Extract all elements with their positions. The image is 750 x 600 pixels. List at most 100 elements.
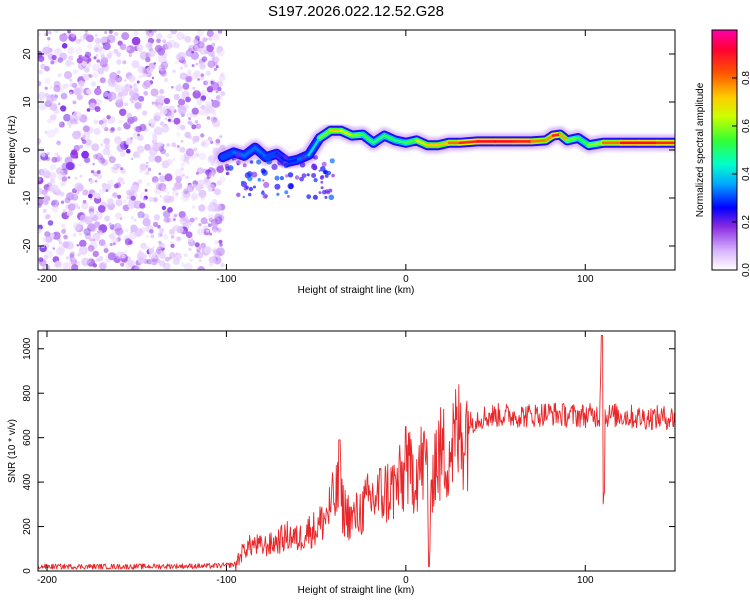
noise-blob — [81, 257, 90, 267]
spectrogram-noise-region — [38, 30, 226, 270]
noise-blob — [122, 257, 128, 264]
noise-blob — [175, 169, 183, 177]
noise-blob — [207, 60, 216, 68]
ridge-scatter — [248, 192, 252, 197]
noise-blob — [40, 63, 46, 70]
noise-blob — [40, 168, 50, 177]
noise-blob — [83, 134, 86, 138]
noise-blob — [208, 256, 216, 264]
noise-blob — [198, 109, 206, 116]
noise-blob — [126, 46, 131, 51]
noise-blob — [57, 140, 60, 144]
noise-blob — [109, 242, 113, 247]
noise-blob — [162, 39, 167, 44]
noise-blob — [141, 72, 147, 78]
ridge-segment-core — [243, 146, 257, 158]
noise-blob — [65, 256, 69, 260]
noise-blob — [173, 224, 180, 232]
noise-blob — [191, 187, 194, 190]
noise-blob — [118, 119, 123, 125]
ridge-scatter — [231, 157, 235, 161]
ridge-scatter — [258, 153, 264, 159]
noise-blob — [209, 232, 213, 236]
noise-blob — [192, 90, 201, 99]
noise-blob — [203, 230, 208, 236]
noise-blob — [215, 90, 219, 94]
noise-blob — [161, 186, 168, 193]
noise-blob — [96, 59, 100, 63]
noise-blob — [81, 191, 86, 196]
noise-blob — [158, 260, 166, 267]
y-tick-label: 0 — [22, 568, 33, 574]
ridge-scatter — [328, 188, 333, 193]
noise-blob — [220, 211, 225, 215]
noise-blob — [61, 229, 67, 234]
noise-blob — [104, 215, 111, 222]
noise-blob — [103, 248, 109, 253]
noise-blob — [114, 228, 117, 232]
noise-blob — [118, 91, 125, 98]
noise-blob — [159, 107, 168, 116]
ridge-scatter — [227, 158, 230, 161]
noise-blob — [209, 157, 216, 164]
noise-blob — [71, 264, 79, 270]
noise-blob — [157, 141, 163, 147]
noise-blob — [175, 252, 178, 255]
ridge-scatter — [253, 185, 256, 189]
noise-blob — [43, 200, 49, 206]
noise-blob — [182, 173, 185, 177]
noise-blob — [116, 59, 122, 65]
ridge-segment-core — [318, 129, 332, 140]
noise-blob — [108, 30, 114, 34]
noise-blob — [200, 89, 207, 96]
noise-blob — [197, 266, 205, 270]
noise-blob — [57, 57, 64, 63]
noise-blob — [81, 139, 87, 145]
ridge-segment-core — [436, 141, 451, 147]
noise-blob — [79, 214, 88, 223]
snr-line — [38, 334, 675, 571]
noise-blob — [195, 152, 200, 157]
noise-blob — [175, 54, 182, 61]
noise-blob — [76, 205, 81, 210]
x-tick-label: 100 — [577, 575, 594, 586]
noise-blob — [41, 152, 46, 157]
noise-blob — [70, 150, 79, 159]
noise-blob — [164, 117, 168, 120]
noise-blob — [195, 171, 199, 175]
noise-blob — [142, 218, 151, 227]
noise-blob — [86, 126, 94, 135]
noise-blob — [182, 215, 189, 222]
noise-blob — [200, 141, 206, 147]
noise-blob — [178, 211, 186, 219]
noise-blob — [200, 76, 204, 81]
ridge-scatter — [247, 175, 253, 182]
noise-blob — [138, 74, 143, 79]
noise-blob — [88, 206, 95, 212]
noise-blob — [78, 246, 88, 256]
noise-blob — [76, 94, 83, 101]
noise-blob — [139, 51, 149, 60]
noise-blob — [63, 113, 71, 122]
noise-blob — [152, 221, 159, 228]
ridge-scatter — [277, 160, 283, 166]
noise-blob — [154, 155, 162, 163]
noise-blob — [91, 143, 100, 152]
noise-blob — [220, 72, 225, 78]
ridge-scatter — [248, 186, 254, 192]
noise-blob — [215, 95, 221, 100]
noise-blob — [146, 182, 151, 187]
noise-blob — [84, 30, 88, 33]
noise-blob — [44, 65, 50, 72]
noise-blob — [38, 140, 41, 144]
noise-blob — [200, 217, 208, 225]
noise-blob — [194, 242, 200, 248]
noise-blob — [202, 195, 206, 199]
noise-blob — [47, 220, 54, 226]
noise-blob — [186, 184, 195, 193]
noise-blob — [120, 262, 125, 267]
noise-blob — [179, 72, 187, 80]
noise-blob — [45, 92, 50, 98]
ridge-scatter — [279, 176, 284, 181]
noise-blob — [105, 189, 109, 193]
